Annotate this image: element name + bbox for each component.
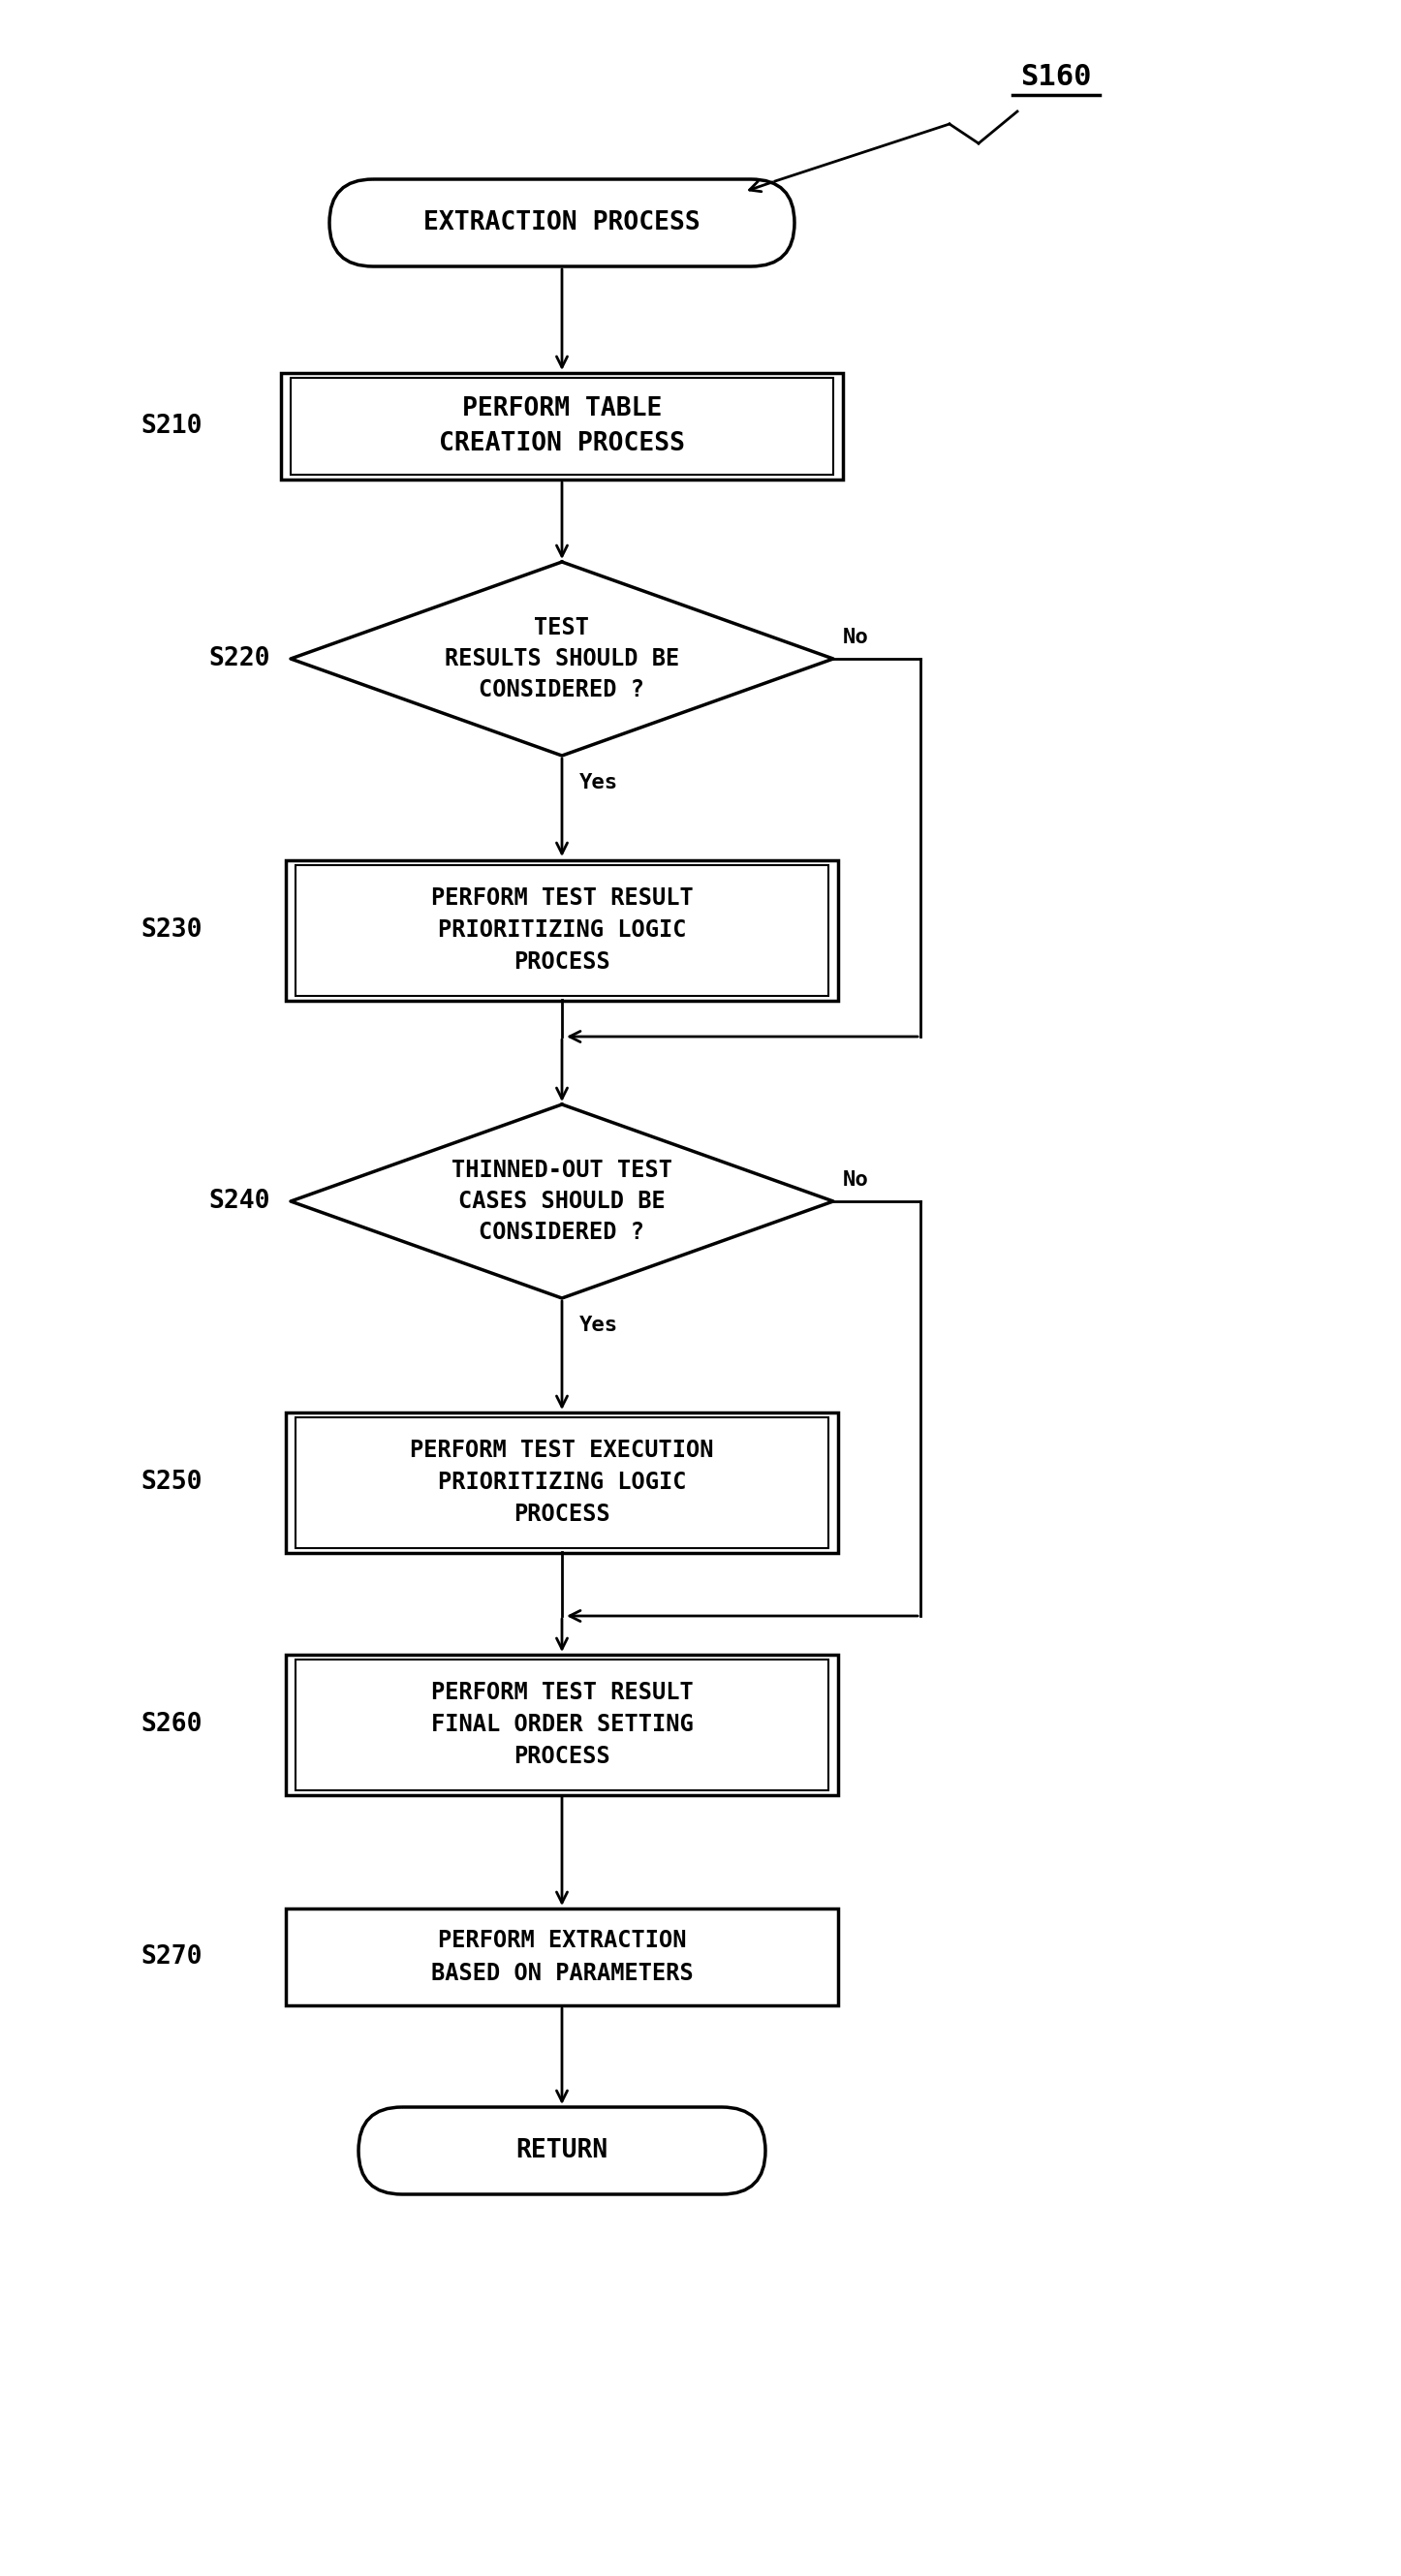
Text: No: No [843, 1170, 869, 1190]
Bar [290, 379, 834, 474]
Polygon shape [290, 1105, 834, 1298]
Bar [282, 374, 843, 479]
Text: PERFORM TEST RESULT
FINAL ORDER SETTING
PROCESS: PERFORM TEST RESULT FINAL ORDER SETTING … [430, 1680, 693, 1770]
Text: No: No [843, 629, 869, 647]
Bar [286, 1909, 838, 2004]
Text: S250: S250 [140, 1471, 202, 1494]
Bar [286, 1654, 838, 1795]
Bar [286, 1412, 838, 1553]
PathPatch shape [329, 180, 794, 265]
Text: PERFORM TEST EXECUTION
PRIORITIZING LOGIC
PROCESS: PERFORM TEST EXECUTION PRIORITIZING LOGI… [410, 1437, 715, 1528]
Text: RETURN: RETURN [516, 2138, 608, 2164]
Text: EXTRACTION PROCESS: EXTRACTION PROCESS [423, 211, 700, 234]
Bar [286, 860, 838, 999]
Text: S220: S220 [209, 647, 270, 672]
Text: S260: S260 [140, 1713, 202, 1736]
Bar [296, 866, 828, 994]
Text: THINNED-OUT TEST
CASES SHOULD BE
CONSIDERED ?: THINNED-OUT TEST CASES SHOULD BE CONSIDE… [451, 1159, 672, 1244]
PathPatch shape [359, 2107, 765, 2195]
Text: Yes: Yes [580, 773, 618, 793]
Bar [296, 1417, 828, 1548]
Text: PERFORM TEST RESULT
PRIORITIZING LOGIC
PROCESS: PERFORM TEST RESULT PRIORITIZING LOGIC P… [430, 886, 693, 974]
Text: S240: S240 [209, 1188, 270, 1213]
Text: S160: S160 [1020, 64, 1091, 93]
Bar [296, 1659, 828, 1790]
Polygon shape [290, 562, 834, 755]
Text: S210: S210 [140, 415, 202, 438]
Text: TEST
RESULTS SHOULD BE
CONSIDERED ?: TEST RESULTS SHOULD BE CONSIDERED ? [444, 616, 679, 701]
Text: PERFORM TABLE
CREATION PROCESS: PERFORM TABLE CREATION PROCESS [439, 397, 685, 456]
Text: PERFORM EXTRACTION
BASED ON PARAMETERS: PERFORM EXTRACTION BASED ON PARAMETERS [430, 1929, 693, 1984]
Text: S230: S230 [140, 917, 202, 943]
Text: Yes: Yes [580, 1316, 618, 1334]
Text: S270: S270 [140, 1945, 202, 1971]
